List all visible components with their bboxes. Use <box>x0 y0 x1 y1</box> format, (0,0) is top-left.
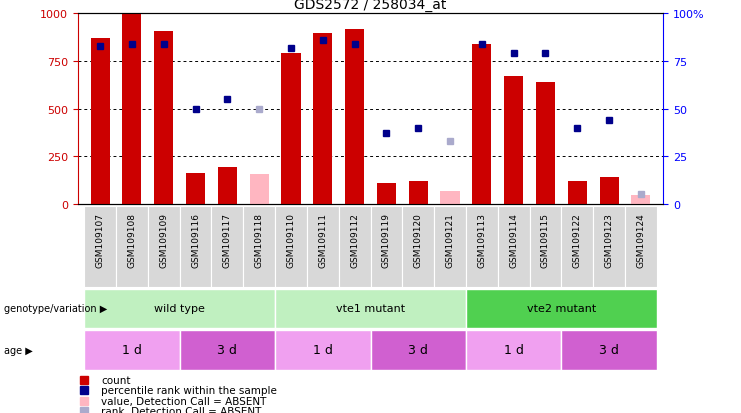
Bar <box>409 182 428 204</box>
FancyBboxPatch shape <box>179 330 275 370</box>
FancyBboxPatch shape <box>466 289 657 328</box>
FancyBboxPatch shape <box>307 206 339 287</box>
Text: rank, Detection Call = ABSENT: rank, Detection Call = ABSENT <box>102 406 262 413</box>
Text: 3 d: 3 d <box>217 344 237 356</box>
FancyBboxPatch shape <box>275 206 307 287</box>
Text: count: count <box>102 375 130 385</box>
Text: GSM109112: GSM109112 <box>350 213 359 268</box>
Bar <box>440 191 459 204</box>
Text: GSM109116: GSM109116 <box>191 213 200 268</box>
Text: GSM109107: GSM109107 <box>96 213 104 268</box>
Text: GSM109113: GSM109113 <box>477 213 486 268</box>
Bar <box>154 31 173 204</box>
Bar <box>536 83 555 204</box>
Text: age ▶: age ▶ <box>4 345 33 355</box>
FancyBboxPatch shape <box>84 330 179 370</box>
Text: wild type: wild type <box>154 304 205 314</box>
FancyBboxPatch shape <box>466 206 498 287</box>
Text: vte2 mutant: vte2 mutant <box>527 304 596 314</box>
Text: 1 d: 1 d <box>504 344 524 356</box>
Bar <box>218 167 237 204</box>
Bar <box>377 183 396 204</box>
Bar <box>472 45 491 204</box>
Bar <box>186 174 205 204</box>
Bar <box>345 30 364 204</box>
FancyBboxPatch shape <box>243 206 275 287</box>
Bar <box>504 77 523 204</box>
Bar <box>568 182 587 204</box>
Text: 3 d: 3 d <box>599 344 619 356</box>
Text: GSM109121: GSM109121 <box>445 213 454 268</box>
Text: genotype/variation ▶: genotype/variation ▶ <box>4 304 107 314</box>
FancyBboxPatch shape <box>275 330 370 370</box>
FancyBboxPatch shape <box>498 206 530 287</box>
FancyBboxPatch shape <box>562 206 594 287</box>
FancyBboxPatch shape <box>370 206 402 287</box>
Text: GSM109109: GSM109109 <box>159 213 168 268</box>
Text: GSM109118: GSM109118 <box>255 213 264 268</box>
FancyBboxPatch shape <box>275 289 466 328</box>
Bar <box>313 33 332 204</box>
Text: GSM109110: GSM109110 <box>287 213 296 268</box>
FancyBboxPatch shape <box>339 206 370 287</box>
Text: GSM109120: GSM109120 <box>413 213 422 268</box>
Bar <box>250 175 269 204</box>
Text: GSM109124: GSM109124 <box>637 213 645 268</box>
Text: GSM109111: GSM109111 <box>319 213 328 268</box>
Text: GSM109119: GSM109119 <box>382 213 391 268</box>
FancyBboxPatch shape <box>179 206 211 287</box>
Bar <box>90 39 110 204</box>
Text: 3 d: 3 d <box>408 344 428 356</box>
FancyBboxPatch shape <box>370 330 466 370</box>
Text: GSM109123: GSM109123 <box>605 213 614 268</box>
FancyBboxPatch shape <box>594 206 625 287</box>
Text: GSM109114: GSM109114 <box>509 213 518 268</box>
FancyBboxPatch shape <box>625 206 657 287</box>
FancyBboxPatch shape <box>530 206 562 287</box>
Text: GSM109117: GSM109117 <box>223 213 232 268</box>
FancyBboxPatch shape <box>84 206 116 287</box>
Text: 1 d: 1 d <box>122 344 142 356</box>
Text: 1 d: 1 d <box>313 344 333 356</box>
FancyBboxPatch shape <box>402 206 434 287</box>
Text: GSM109115: GSM109115 <box>541 213 550 268</box>
Title: GDS2572 / 258034_at: GDS2572 / 258034_at <box>294 0 447 12</box>
FancyBboxPatch shape <box>84 289 275 328</box>
Text: GSM109108: GSM109108 <box>127 213 136 268</box>
Bar <box>282 55 301 204</box>
Bar <box>599 178 619 204</box>
Bar <box>122 14 142 204</box>
FancyBboxPatch shape <box>211 206 243 287</box>
Text: value, Detection Call = ABSENT: value, Detection Call = ABSENT <box>102 396 267 406</box>
FancyBboxPatch shape <box>116 206 147 287</box>
FancyBboxPatch shape <box>562 330 657 370</box>
Text: percentile rank within the sample: percentile rank within the sample <box>102 385 277 395</box>
Text: GSM109122: GSM109122 <box>573 213 582 268</box>
FancyBboxPatch shape <box>434 206 466 287</box>
Text: vte1 mutant: vte1 mutant <box>336 304 405 314</box>
Bar <box>631 196 651 204</box>
FancyBboxPatch shape <box>147 206 179 287</box>
FancyBboxPatch shape <box>466 330 562 370</box>
